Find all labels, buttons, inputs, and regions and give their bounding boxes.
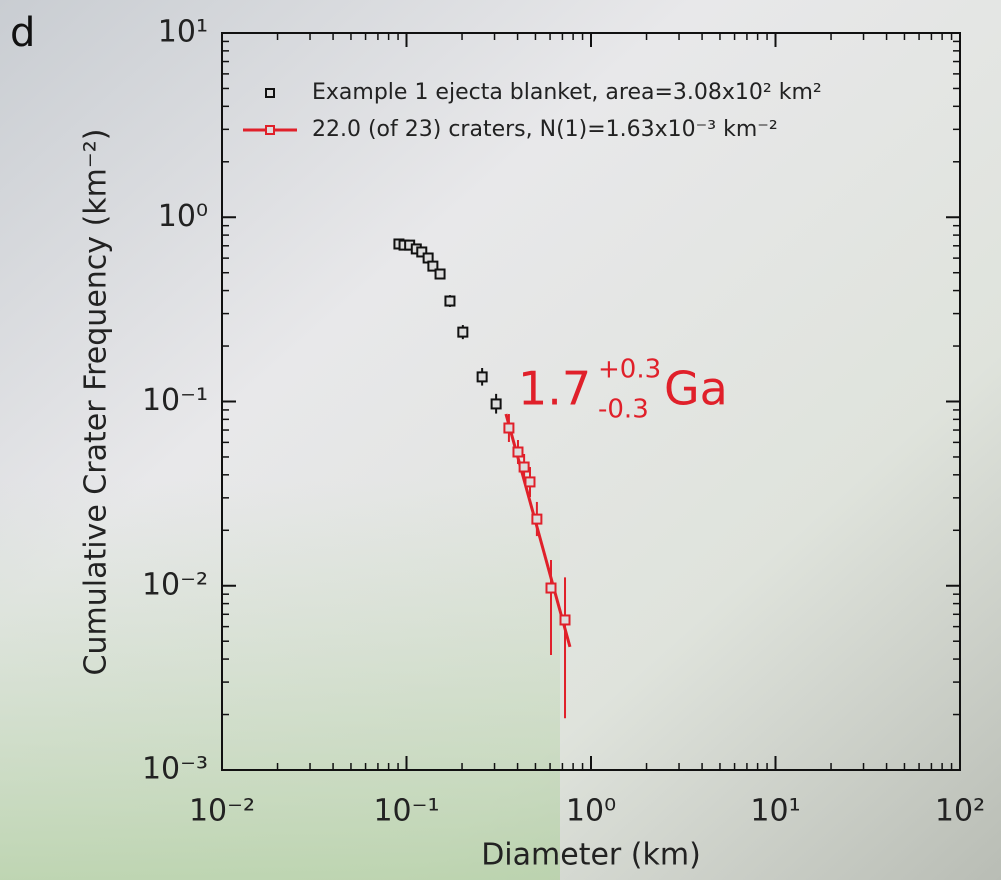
age-unit: Ga	[664, 362, 728, 416]
y-tick-label: 10¹	[158, 15, 208, 50]
y-tick-label: 10⁰	[158, 199, 208, 234]
point	[524, 476, 536, 488]
age-value: 1.7	[518, 362, 591, 416]
y-tick-label: 10⁻³	[142, 752, 208, 787]
point	[476, 371, 488, 383]
point	[518, 461, 530, 473]
legend-label: Example 1 ejecta blanket, area=3.08x10² …	[312, 80, 822, 105]
point	[559, 614, 571, 626]
age-minus: -0.3	[598, 395, 649, 425]
x-tick-label: 10⁻¹	[373, 794, 439, 829]
point	[444, 295, 456, 307]
y-tick-label: 10⁻²	[142, 567, 208, 602]
legend-marker	[265, 125, 275, 135]
x-tick-label: 10¹	[750, 794, 800, 829]
point	[545, 582, 557, 594]
point	[512, 446, 524, 458]
point	[503, 422, 515, 434]
point	[531, 513, 543, 525]
panel-label: d	[10, 10, 35, 56]
background-tint	[0, 480, 560, 880]
legend-marker	[265, 88, 275, 98]
point	[427, 260, 439, 272]
x-tick-label: 10⁰	[566, 794, 616, 829]
y-tick-label: 10⁻¹	[142, 383, 208, 418]
x-tick-label: 10²	[935, 794, 985, 829]
legend-label: 22.0 (of 23) craters, N(1)=1.63x10⁻³ km⁻…	[312, 117, 778, 142]
age-plus: +0.3	[598, 355, 661, 385]
x-tick-label: 10⁻²	[189, 794, 255, 829]
point	[457, 326, 469, 338]
x-axis-label: Diameter (km)	[481, 838, 701, 873]
point	[416, 246, 428, 258]
point	[434, 268, 446, 280]
point	[490, 398, 502, 410]
y-axis-label: Cumulative Crater Frequency (km⁻²)	[79, 129, 114, 676]
